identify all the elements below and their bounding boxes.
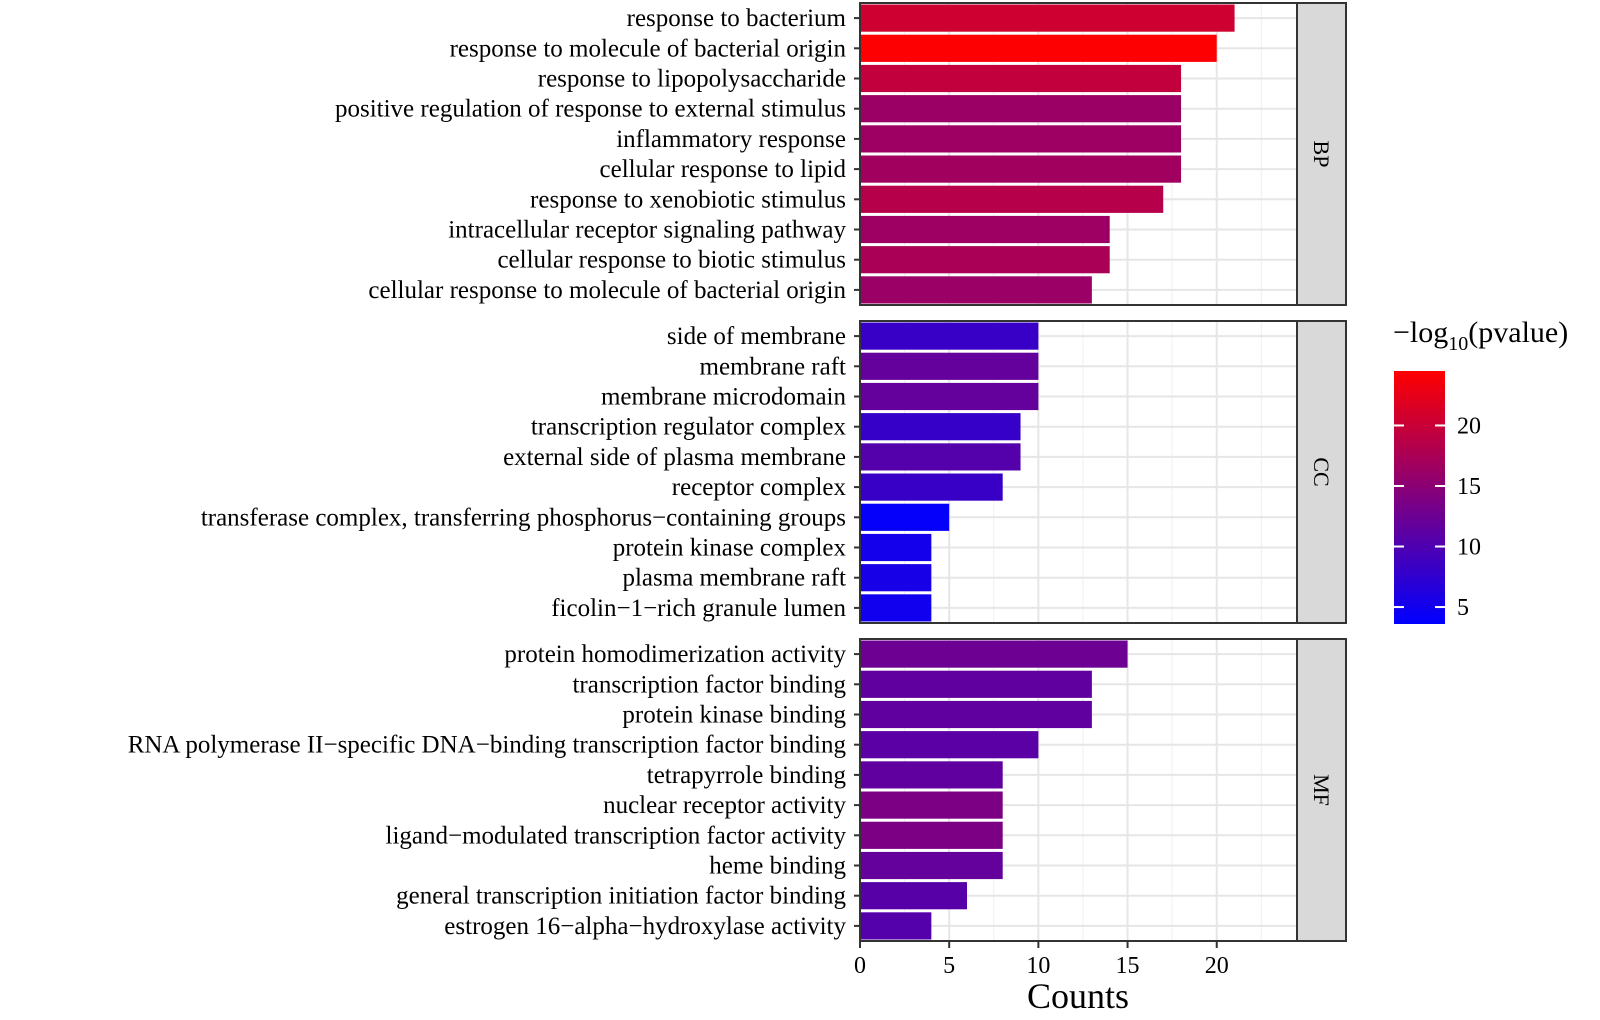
x-tick-label: 10 <box>1026 953 1050 979</box>
bar-plasma-membrane-raft <box>860 564 932 592</box>
bar-external-side-of-plasma-membrane <box>860 443 1021 471</box>
x-tick-label: 5 <box>943 953 955 979</box>
category-label: membrane raft <box>700 353 847 380</box>
category-label: receptor complex <box>672 474 847 501</box>
category-label: nuclear receptor activity <box>603 792 846 819</box>
facet-panel-cc: side of membrane membrane raft membrane mi… <box>201 320 1347 624</box>
bar-intracellular-receptor-signaling-pathway <box>860 215 1110 244</box>
category-label: tetrapyrrole binding <box>647 762 847 789</box>
facet-strip <box>1296 2 1347 306</box>
legend-title-prefix: −log <box>1393 316 1448 349</box>
legend-title: −log10(pvalue) <box>1393 316 1568 355</box>
facet-strip-label: BP <box>1309 141 1334 168</box>
legend-ticks: 5 10 15 20 <box>1394 413 1481 621</box>
bar-rna-polymerase-ii-specific-dna-binding-transcrip <box>860 731 1039 759</box>
x-axis-title: Counts <box>1027 976 1129 1016</box>
facet-strip-label: CC <box>1309 457 1334 486</box>
legend-tick-label: 10 <box>1457 535 1481 561</box>
bar-side-of-membrane <box>860 322 1039 350</box>
category-label: cellular response to biotic stimulus <box>497 247 846 274</box>
bar-transcription-factor-binding <box>860 670 1092 698</box>
bar-response-to-lipopolysaccharide <box>860 64 1182 93</box>
category-label: estrogen 16−alpha−hydroxylase activity <box>444 913 846 940</box>
category-label: membrane microdomain <box>601 384 847 411</box>
bar-inflammatory-response <box>860 125 1182 153</box>
bar-ficolin-1-rich-granule-lumen <box>860 594 932 622</box>
facet-panel-bp: response to bacterium response to molecul… <box>335 2 1347 306</box>
category-label: response to lipopolysaccharide <box>538 66 846 93</box>
category-label: ligand−modulated transcription factor ac… <box>386 822 847 849</box>
bar-protein-kinase-binding <box>860 700 1092 729</box>
category-label: plasma membrane raft <box>622 565 846 592</box>
category-label: protein homodimerization activity <box>504 641 846 668</box>
x-axis: 0 5 10 15 20 <box>854 941 1229 979</box>
bar-membrane-raft <box>860 352 1039 380</box>
category-label: ficolin−1−rich granule lumen <box>551 595 846 622</box>
bar-response-to-xenobiotic-stimulus <box>860 185 1164 213</box>
bar-ligand-modulated-transcription-factor-activity <box>860 821 1003 849</box>
legend-title-suffix: (pvalue) <box>1468 316 1568 349</box>
legend-title-subscript: 10 <box>1448 333 1468 355</box>
bar-transcription-regulator-complex <box>860 413 1021 441</box>
category-label: transcription factor binding <box>572 671 846 698</box>
bar-nuclear-receptor-activity <box>860 791 1003 819</box>
bar-membrane-microdomain <box>860 382 1039 411</box>
bar-response-to-molecule-of-bacterial-origin <box>860 34 1217 62</box>
bar-cellular-response-to-molecule-of-bacterial-origi <box>860 276 1092 304</box>
legend-colorbar <box>1394 371 1445 624</box>
category-label: transcription regulator complex <box>531 414 847 441</box>
category-label: intracellular receptor signaling pathway <box>448 217 846 244</box>
x-tick-label: 0 <box>854 953 866 979</box>
category-label: positive regulation of response to exter… <box>335 96 846 123</box>
facet-strip-label: MF <box>1309 774 1334 806</box>
category-label: heme binding <box>709 853 846 880</box>
legend-tick-label: 20 <box>1457 413 1481 439</box>
facet-panel-mf: protein homodimerization activity transcr… <box>128 638 1347 942</box>
bar-protein-homodimerization-activity <box>860 640 1128 668</box>
category-label: response to molecule of bacterial origin <box>450 35 847 62</box>
facet-panels: response to bacterium response to molecul… <box>128 2 1347 942</box>
category-label: RNA polymerase II−specific DNA−binding t… <box>128 732 847 759</box>
category-label: protein kinase complex <box>613 535 847 562</box>
x-tick-label: 20 <box>1205 953 1229 979</box>
category-label: response to bacterium <box>627 5 847 32</box>
bar-general-transcription-initiation-factor-binding <box>860 882 968 910</box>
category-label: cellular response to lipid <box>600 156 847 183</box>
bar-tetrapyrrole-binding <box>860 761 1003 789</box>
legend-tick-label: 15 <box>1457 474 1481 500</box>
category-label: general transcription initiation factor … <box>396 883 846 910</box>
category-label: inflammatory response <box>616 126 846 153</box>
facet-strip <box>1296 320 1347 624</box>
category-label: transferase complex, transferring phosph… <box>201 504 846 531</box>
bar-cellular-response-to-biotic-stimulus <box>860 246 1110 274</box>
bar-estrogen-16-alpha-hydroxylase-activity <box>860 912 932 940</box>
category-label: protein kinase binding <box>622 702 846 729</box>
category-label: response to xenobiotic stimulus <box>530 186 846 213</box>
category-label: side of membrane <box>667 323 846 350</box>
category-label: cellular response to molecule of bacteri… <box>368 277 846 304</box>
x-tick-label: 15 <box>1116 953 1140 979</box>
bar-receptor-complex <box>860 473 1003 501</box>
facet-strip <box>1296 638 1347 942</box>
bar-protein-kinase-complex <box>860 533 932 562</box>
bar-cellular-response-to-lipid <box>860 155 1182 183</box>
category-label: external side of plasma membrane <box>503 444 846 471</box>
legend-tick-label: 5 <box>1457 595 1469 621</box>
bar-transferase-complex-transferring-phosphorus-cont <box>860 503 950 531</box>
bar-positive-regulation-of-response-to-external-stim <box>860 95 1182 123</box>
bar-heme-binding <box>860 851 1003 880</box>
bar-response-to-bacterium <box>860 4 1235 32</box>
